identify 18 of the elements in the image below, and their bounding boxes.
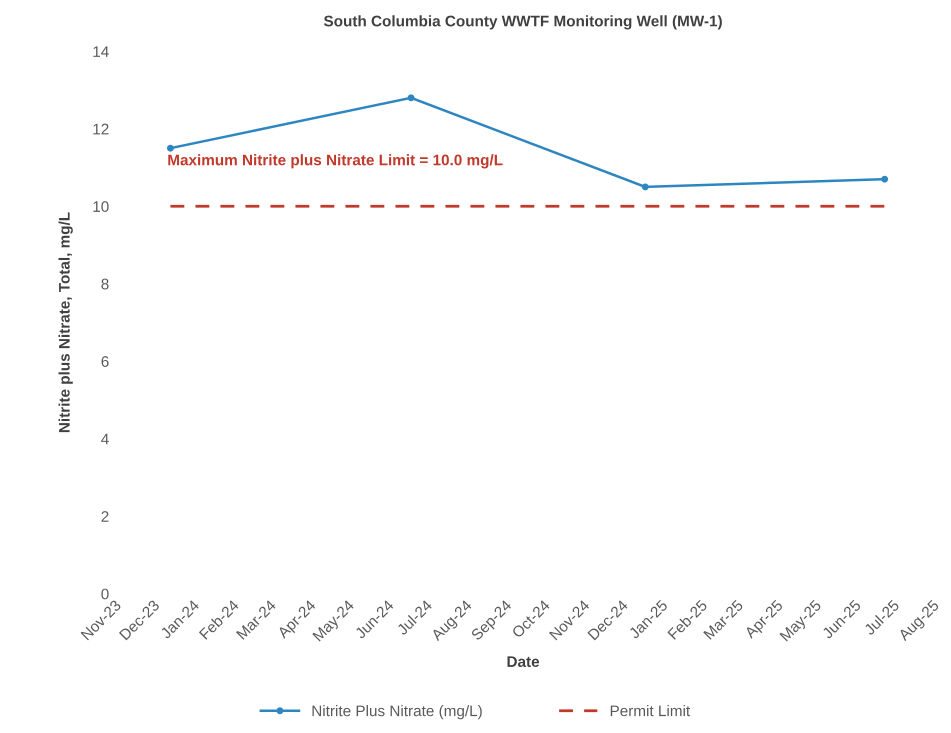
y-tick-label: 4 <box>101 434 109 444</box>
point <box>166 144 174 152</box>
y-tick-label: 14 <box>93 46 109 57</box>
y-tick-label: 8 <box>101 278 109 290</box>
y-tick-label: 12 <box>93 124 108 134</box>
point <box>881 176 888 183</box>
y-tick-label: 0 <box>101 588 109 600</box>
point <box>408 94 415 102</box>
y-tick-label: 6 <box>102 356 109 367</box>
y-tick-label: 2 <box>102 511 108 522</box>
legend-label: Permit Limit <box>610 705 690 716</box>
y-tick-label: 10 <box>93 201 109 212</box>
legend-label: Nitrite Plus Nitrate (mg/L) <box>312 705 482 720</box>
x-axis-title: Date <box>508 656 540 668</box>
point <box>642 183 649 190</box>
annotation: Maximum Nitrite plus Nitrate Limit = 10.0 mg/L <box>168 154 503 168</box>
y-axis-title: Nitrite plus Nitrate, Total, mg/L <box>58 212 73 432</box>
chart-title: South Columbia County WWTF Monitoring Well (MW-1) <box>324 15 722 30</box>
